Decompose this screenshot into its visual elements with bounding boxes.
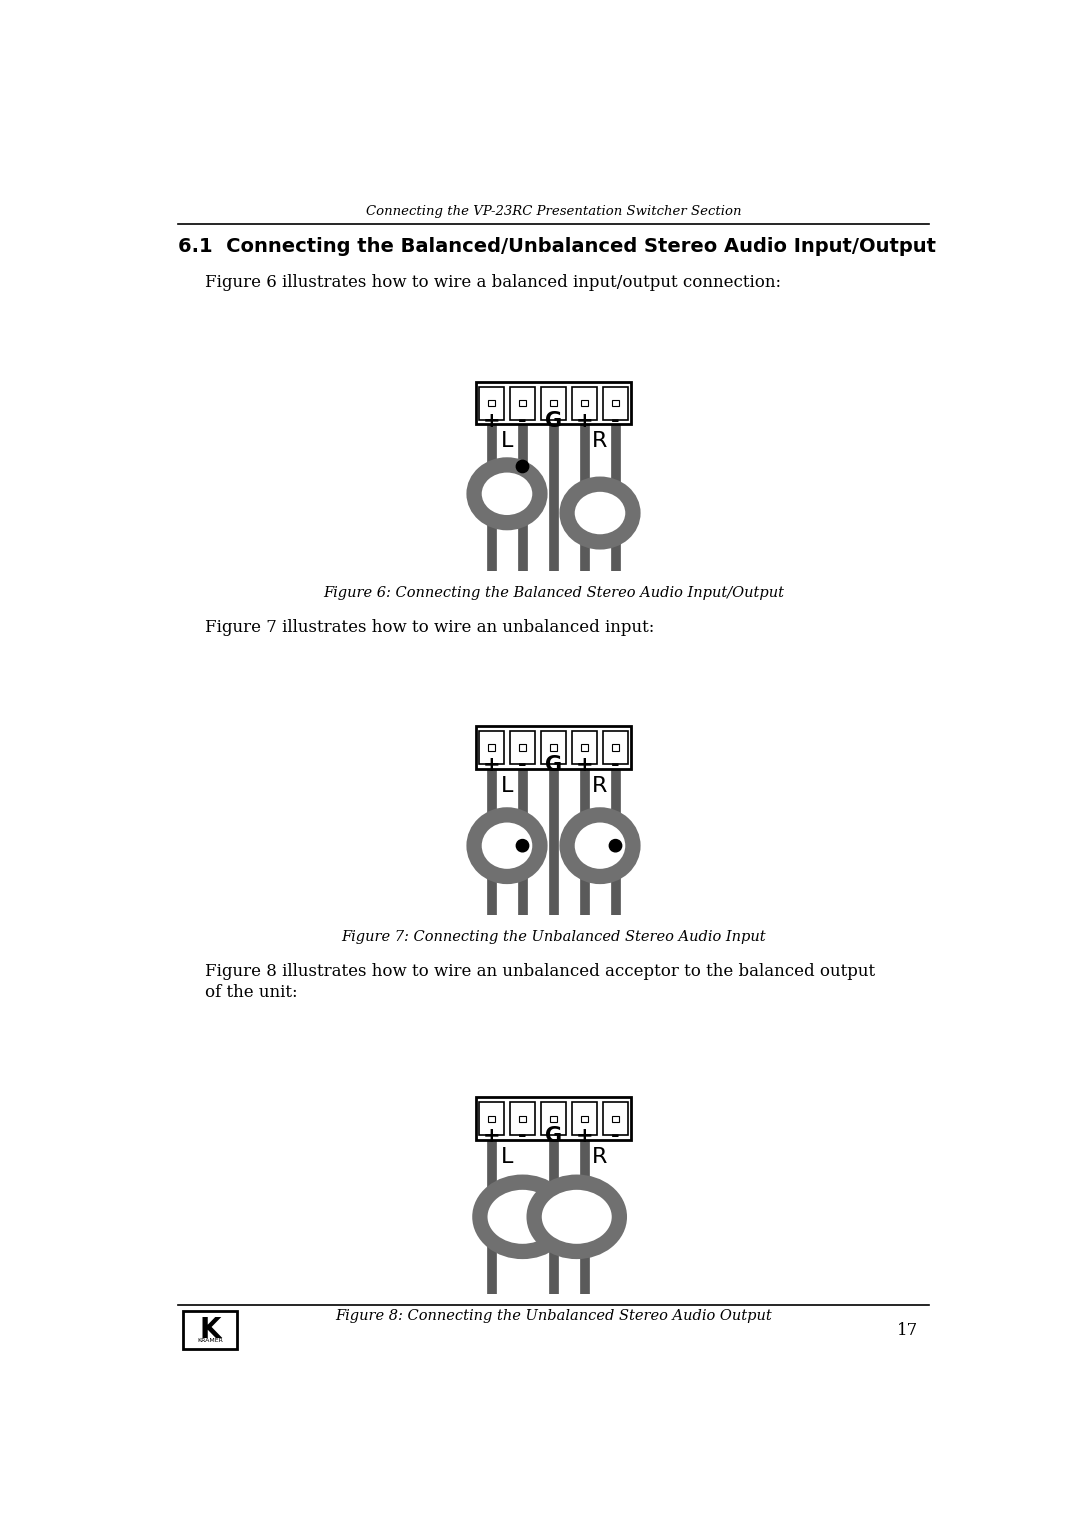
Text: Figure 8: Connecting the Unbalanced Stereo Audio Output: Figure 8: Connecting the Unbalanced Ster… xyxy=(335,1309,772,1323)
Circle shape xyxy=(516,460,529,472)
Bar xyxy=(581,1116,588,1122)
Text: R: R xyxy=(592,775,608,795)
Bar xyxy=(581,401,588,407)
Ellipse shape xyxy=(535,1182,619,1251)
Text: Figure 6 illustrates how to wire a balanced input/output connection:: Figure 6 illustrates how to wire a balan… xyxy=(205,274,781,292)
Bar xyxy=(510,1102,535,1135)
Text: +: + xyxy=(576,1125,593,1145)
Text: 6.1  Connecting the Balanced/Unbalanced Stereo Audio Input/Output: 6.1 Connecting the Balanced/Unbalanced S… xyxy=(177,237,935,257)
Bar xyxy=(572,731,597,764)
Text: Figure 7 illustrates how to wire an unbalanced input:: Figure 7 illustrates how to wire an unba… xyxy=(205,619,654,636)
Bar xyxy=(541,387,566,420)
Text: -: - xyxy=(518,411,527,431)
Bar xyxy=(519,745,526,751)
Bar xyxy=(541,1102,566,1135)
Text: R: R xyxy=(592,1147,608,1167)
Text: G: G xyxy=(545,1125,562,1145)
Text: -: - xyxy=(611,411,620,431)
Bar xyxy=(551,401,556,407)
Text: 17: 17 xyxy=(896,1321,918,1338)
Bar xyxy=(603,387,627,420)
Bar xyxy=(572,1102,597,1135)
Bar xyxy=(581,745,588,751)
Text: L: L xyxy=(501,431,513,451)
Bar xyxy=(519,1116,526,1122)
Text: K: K xyxy=(200,1316,221,1344)
Ellipse shape xyxy=(474,815,540,876)
Text: Connecting the VP-23RC Presentation Switcher Section: Connecting the VP-23RC Presentation Swit… xyxy=(366,205,741,219)
Circle shape xyxy=(516,839,529,852)
Ellipse shape xyxy=(567,485,633,541)
Text: of the unit:: of the unit: xyxy=(205,985,297,1001)
Text: R: R xyxy=(592,431,608,451)
Text: Figure 8 illustrates how to wire an unbalanced acceptor to the balanced output: Figure 8 illustrates how to wire an unba… xyxy=(205,963,875,980)
Bar xyxy=(480,387,504,420)
Bar xyxy=(551,745,556,751)
Text: +: + xyxy=(576,755,593,775)
Bar xyxy=(488,1116,495,1122)
Text: G: G xyxy=(545,755,562,775)
Bar xyxy=(510,387,535,420)
Bar xyxy=(480,731,504,764)
Bar xyxy=(510,731,535,764)
Bar xyxy=(476,726,631,769)
Bar xyxy=(541,731,566,764)
Text: L: L xyxy=(501,775,513,795)
Text: KRAMER: KRAMER xyxy=(198,1338,224,1342)
Text: +: + xyxy=(483,411,500,431)
Text: -: - xyxy=(611,1125,620,1145)
Bar xyxy=(603,1102,627,1135)
Text: +: + xyxy=(483,1125,500,1145)
Ellipse shape xyxy=(567,815,633,876)
Bar xyxy=(480,1102,504,1135)
Bar xyxy=(612,1116,619,1122)
Bar xyxy=(519,401,526,407)
Circle shape xyxy=(609,839,622,852)
Bar xyxy=(551,1116,556,1122)
Bar xyxy=(488,401,495,407)
Text: Figure 7: Connecting the Unbalanced Stereo Audio Input: Figure 7: Connecting the Unbalanced Ster… xyxy=(341,930,766,945)
Text: +: + xyxy=(576,411,593,431)
Text: -: - xyxy=(518,1125,527,1145)
Text: -: - xyxy=(518,755,527,775)
Bar xyxy=(603,731,627,764)
Bar xyxy=(476,1098,631,1139)
Bar xyxy=(488,745,495,751)
Bar xyxy=(612,401,619,407)
Bar xyxy=(183,1310,238,1349)
Text: L: L xyxy=(501,1147,513,1167)
Ellipse shape xyxy=(474,465,540,523)
Text: -: - xyxy=(611,755,620,775)
Bar xyxy=(612,745,619,751)
Bar xyxy=(476,382,631,425)
Text: G: G xyxy=(545,411,562,431)
Text: Figure 6: Connecting the Balanced Stereo Audio Input/Output: Figure 6: Connecting the Balanced Stereo… xyxy=(323,586,784,601)
Bar xyxy=(572,387,597,420)
Ellipse shape xyxy=(480,1182,565,1251)
Text: +: + xyxy=(483,755,500,775)
